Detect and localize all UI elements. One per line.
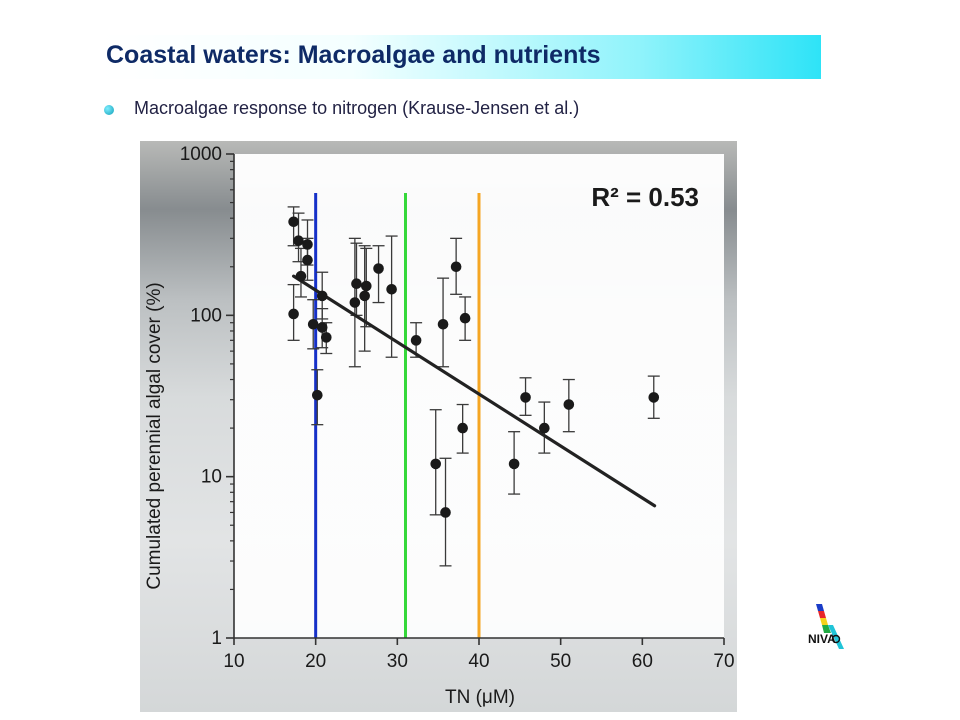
data-point bbox=[373, 263, 384, 274]
data-point bbox=[440, 507, 451, 518]
data-point bbox=[410, 335, 422, 346]
data-point bbox=[430, 458, 442, 470]
data-point bbox=[508, 458, 520, 470]
data-point bbox=[361, 280, 372, 292]
title-bar: Coastal waters: Macroalgae and nutrients bbox=[100, 35, 821, 79]
r-squared-annotation: R² = 0.53 bbox=[591, 182, 699, 212]
chart-figure: 10 20 30 40 50 60 70 1 10 100 1000 R² = 0.53 Cumul… bbox=[140, 141, 737, 712]
data-point bbox=[293, 235, 304, 247]
data-point bbox=[288, 308, 299, 320]
y-tick-label: 10 bbox=[201, 467, 222, 488]
regression-line bbox=[292, 274, 657, 508]
y-tick-label: 100 bbox=[190, 305, 222, 326]
x-tick-label: 40 bbox=[468, 651, 489, 672]
data-point bbox=[307, 318, 319, 330]
data-point bbox=[520, 392, 531, 403]
data-point bbox=[539, 422, 550, 434]
x-tick-label: 60 bbox=[632, 651, 653, 672]
niva-logo: NIVA bbox=[808, 602, 850, 652]
y-tick-label: 1 bbox=[211, 628, 222, 649]
niva-logo-text: NIVA bbox=[808, 632, 836, 646]
error-bar bbox=[372, 245, 385, 304]
x-axis-label: TN (μM) bbox=[445, 687, 515, 708]
x-tick-label: 50 bbox=[550, 651, 571, 672]
y-tick-label: 1000 bbox=[180, 144, 222, 165]
x-tick-label: 70 bbox=[713, 651, 734, 672]
x-tick-label: 20 bbox=[305, 651, 326, 672]
data-point bbox=[288, 216, 299, 228]
slide-title: Coastal waters: Macroalgae and nutrients bbox=[106, 41, 601, 69]
data-point bbox=[316, 290, 328, 302]
bullet-dot-icon bbox=[104, 105, 114, 115]
data-point bbox=[312, 389, 323, 401]
data-point bbox=[302, 239, 313, 250]
bullet-text: Macroalgae response to nitrogen (Krause-… bbox=[134, 98, 580, 118]
data-point bbox=[563, 399, 575, 410]
data-point bbox=[320, 332, 332, 343]
data-point bbox=[316, 322, 328, 333]
data-point bbox=[386, 283, 397, 295]
data-point bbox=[437, 318, 449, 330]
data-point bbox=[450, 261, 462, 273]
data-point bbox=[351, 278, 362, 290]
x-tick-label: 30 bbox=[387, 651, 408, 672]
data-point bbox=[359, 290, 370, 302]
niva-logo-mark-icon: NIVA bbox=[808, 604, 844, 649]
data-point bbox=[295, 270, 307, 282]
y-axis-label: Cumulated perennial algal cover (%) bbox=[144, 282, 165, 589]
x-tick-label: 10 bbox=[223, 651, 244, 672]
data-point bbox=[459, 312, 471, 324]
data-point bbox=[648, 392, 660, 403]
data-point bbox=[457, 422, 468, 434]
data-point bbox=[302, 254, 313, 266]
data-point bbox=[349, 297, 361, 308]
